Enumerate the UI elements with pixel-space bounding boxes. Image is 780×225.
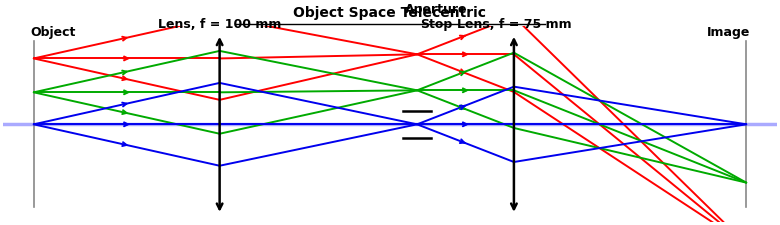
Text: Object Space Telecentric: Object Space Telecentric bbox=[293, 6, 487, 20]
Text: Image: Image bbox=[707, 26, 750, 38]
Text: Aperture
Stop: Aperture Stop bbox=[406, 3, 468, 31]
Text: Lens, f = 75 mm: Lens, f = 75 mm bbox=[456, 18, 571, 31]
Text: Lens, f = 100 mm: Lens, f = 100 mm bbox=[158, 18, 282, 31]
Text: Object: Object bbox=[30, 26, 75, 38]
